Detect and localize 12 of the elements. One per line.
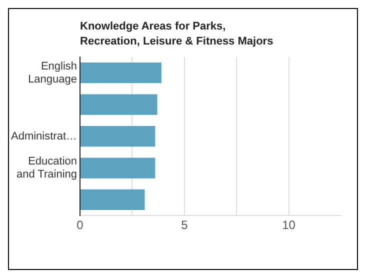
bar: [80, 94, 158, 115]
bar: [80, 126, 156, 147]
y-tick-label: Education and Training: [16, 155, 78, 181]
bar: [80, 189, 145, 210]
x-tick-label: 0: [76, 218, 84, 232]
y-tick-label: English Language: [28, 60, 78, 86]
x-tick-label: 10: [282, 218, 296, 232]
chart-title: Knowledge Areas for Parks, Recreation, Leisure & Fitness Majors: [80, 20, 274, 48]
bar: [80, 158, 156, 178]
bar: [80, 62, 162, 84]
y-tick-label: Administrat…: [10, 130, 78, 142]
x-tick-label: 5: [181, 218, 188, 232]
